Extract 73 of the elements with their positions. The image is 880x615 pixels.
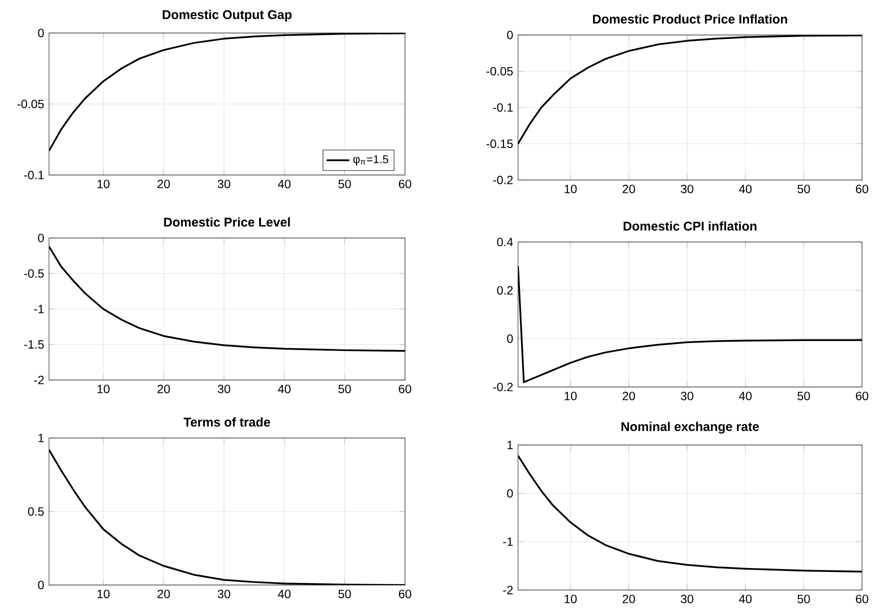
x-tick-label: 30 [218, 384, 230, 394]
y-tick-label: 1 [38, 434, 44, 442]
line-series [49, 33, 405, 152]
y-tick-label: -0.05 [486, 66, 513, 76]
line-series [518, 265, 862, 384]
y-tick-label: -0.2 [493, 382, 513, 392]
y-tick-label: 0 [38, 28, 44, 38]
x-tick-label: 20 [622, 184, 635, 194]
x-tick-label: 50 [338, 180, 351, 188]
y-tick-label: -1.5 [24, 340, 44, 349]
x-tick-label: 10 [564, 594, 577, 604]
y-tick-label: -0.1 [493, 103, 513, 112]
chart-title: Domestic Price Level [164, 217, 290, 227]
y-tick-label: 0.4 [497, 238, 513, 246]
y-tick-label: 0 [507, 489, 513, 498]
x-tick-label: 10 [564, 184, 577, 194]
x-tick-label: 40 [278, 590, 291, 598]
y-tick-label: 0.5 [28, 507, 44, 516]
y-tick-label: -1 [503, 538, 513, 546]
x-tick-label: 30 [218, 590, 230, 598]
y-tick-label: 0 [38, 580, 44, 590]
x-tick-label: 50 [798, 184, 810, 194]
chart-title: Nominal exchange rate [622, 422, 759, 434]
x-tick-label: 60 [398, 590, 412, 598]
line-series [518, 454, 862, 572]
y-tick-label: -2 [34, 376, 44, 384]
x-tick-label: 40 [739, 392, 752, 400]
x-tick-label: 50 [338, 384, 351, 394]
y-tick-label: 1 [508, 440, 513, 450]
x-tick-label: 40 [739, 594, 752, 604]
y-tick-label: 0 [507, 30, 513, 40]
y-tick-label: -2 [503, 586, 513, 594]
y-tick-label: -0.05 [17, 100, 44, 108]
chart-title: Domestic CPI inflation [624, 221, 756, 231]
x-tick-label: 50 [338, 590, 351, 598]
x-tick-label: 30 [218, 180, 230, 188]
y-tick-label: -1 [34, 304, 44, 314]
x-tick-label: 10 [98, 180, 110, 188]
y-tick-label: -0.5 [24, 269, 44, 278]
x-tick-label: 20 [622, 392, 635, 400]
x-tick-label: 10 [564, 392, 577, 400]
x-tick-label: 60 [398, 384, 412, 394]
x-tick-label: 30 [680, 184, 694, 194]
y-tick-label: -0.1 [24, 170, 44, 180]
x-tick-label: 40 [278, 384, 291, 394]
x-tick-label: 10 [98, 384, 110, 394]
x-tick-label: 20 [158, 180, 170, 188]
x-tick-label: 40 [278, 180, 291, 188]
line-series [518, 34, 862, 145]
x-tick-label: 60 [856, 594, 868, 604]
legend-label: φ$_{π}$=1.5 [353, 155, 388, 166]
line-series [49, 246, 405, 352]
y-tick-label: 0 [507, 334, 513, 343]
x-tick-label: 60 [398, 180, 412, 188]
y-tick-label: 0.2 [497, 286, 513, 295]
chart-title: Domestic Output Gap [162, 10, 292, 22]
x-tick-label: 10 [98, 590, 110, 598]
x-tick-label: 20 [158, 590, 170, 598]
x-tick-label: 20 [158, 384, 170, 394]
y-tick-label: -0.15 [486, 139, 513, 148]
x-tick-label: 50 [798, 594, 810, 604]
x-tick-label: 60 [856, 392, 868, 400]
chart-title: Domestic Product Price Inflation [593, 14, 788, 24]
x-tick-label: 20 [622, 594, 635, 604]
x-tick-label: 30 [680, 392, 694, 400]
x-tick-label: 40 [738, 184, 752, 194]
y-tick-label: -0.2 [493, 176, 513, 184]
x-tick-label: 30 [680, 594, 694, 604]
x-tick-label: 60 [856, 184, 868, 194]
chart-title: Terms of trade [184, 417, 270, 427]
y-tick-label: 0 [38, 234, 44, 242]
x-tick-label: 50 [798, 392, 810, 400]
line-series [49, 448, 405, 585]
